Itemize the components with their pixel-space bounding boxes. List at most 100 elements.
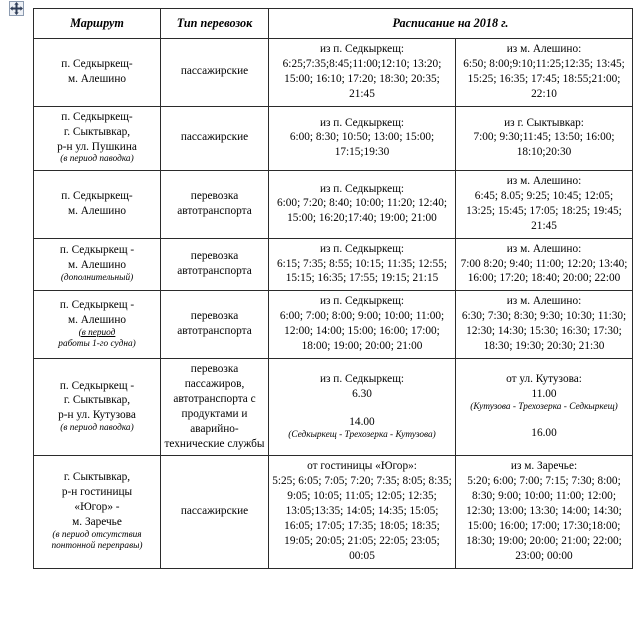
route-line: п. Седкыркещ- xyxy=(61,58,133,70)
direction-title: из п. Седкыркещ: xyxy=(319,116,405,129)
route-line: п. Седкыркещ- xyxy=(61,189,133,202)
direction-title: из п. Седкыркещ: xyxy=(319,182,405,195)
direction-title: из м. Алешино: xyxy=(506,43,582,56)
ferry-schedule-table: Маршрут Тип перевозок Расписание на 2018… xyxy=(33,7,634,569)
column-header-schedule: Расписание на 2018 г. xyxy=(267,7,634,40)
departure-time: 16.00 xyxy=(531,427,557,440)
table-row: п. Седкыркещ- м. Алешино пассажирские из… xyxy=(33,38,634,107)
route-line: м. Алешино xyxy=(67,259,127,272)
route-line: п. Седкыркещ- xyxy=(61,110,133,123)
departure-time: 11.00 xyxy=(531,387,557,400)
outbound-times-cell: из п. Седкыркещ: 6:00; 8:30; 10:50; 13:0… xyxy=(268,105,456,172)
times-list: 6:50; 8:00;9:10;11:25;12:35; 13:45; 15:2… xyxy=(463,58,625,100)
column-header-route: Маршрут xyxy=(33,7,161,40)
route-cell: п. Седкыркещ - м. Алешино (в период рабо… xyxy=(33,290,161,360)
route-line: м. Заречье xyxy=(72,515,122,528)
departure-time: 6.30 xyxy=(352,387,372,400)
route-cell: п. Седкыркещ- г. Сыктывкар, р-н ул. Пушк… xyxy=(33,105,161,172)
transport-type-cell: пассажирские xyxy=(160,105,269,172)
return-times-cell: из м. Алешино: 7:00 8:20; 9:40; 11:00; 1… xyxy=(454,237,634,292)
outbound-times-cell: из п. Седкыркещ: 6:15; 7:35; 8:55; 10:15… xyxy=(268,237,456,292)
direction-title: из м. Алешино: xyxy=(506,242,582,255)
outbound-times-cell: из п. Седкыркещ: 6:00; 7:00; 8:00; 9:00;… xyxy=(268,290,456,360)
return-times-cell: из м. Алешино: 6:45; 8.05; 9:25; 10:45; … xyxy=(454,170,634,239)
route-line: р-н ул. Кутузова xyxy=(58,409,136,422)
route-line: г. Сыктывкар, xyxy=(63,394,131,407)
times-list: 7:00; 9:30;11:45; 13:50; 16:00; 18:10;20… xyxy=(473,131,615,159)
times-list: 6:00; 7:20; 8:40; 10:00; 11:20; 12:40; 1… xyxy=(277,197,447,225)
table-row: п. Седкыркещ- м. Алешино перевозка автот… xyxy=(33,170,634,239)
route-cell: п. Седкыркещ- м. Алешино xyxy=(33,170,161,239)
spacer xyxy=(272,402,452,415)
times-list: 7:00 8:20; 9:40; 11:00; 12:20; 13:40; 16… xyxy=(460,257,628,285)
return-times-cell: из м. Алешино: 6:30; 7:30; 8:30; 9:30; 1… xyxy=(454,290,634,360)
route-line: г. Сыктывкар, xyxy=(63,471,131,484)
departure-route-note: (Седкыркещ - Трехозерка - Кутузова) xyxy=(288,429,436,440)
route-line: п. Седкыркещ - xyxy=(59,244,135,257)
route-note: (дополнительный) xyxy=(60,273,134,284)
outbound-times-cell: из п. Седкыркещ: 6.30 14.00 (Седкыркещ -… xyxy=(268,358,456,457)
direction-title: из п. Седкыркещ: xyxy=(319,373,405,386)
route-note: работы 1-го судна) xyxy=(58,339,136,350)
route-line: п. Седкыркещ - xyxy=(59,379,135,392)
departure-time: 14.00 xyxy=(349,415,375,428)
column-header-transport-type: Тип перевозок xyxy=(160,7,269,40)
route-line: м. Алешино xyxy=(67,72,127,85)
route-note: (в период паводка) xyxy=(60,423,134,434)
transport-type-cell: перевозка автотранспорта xyxy=(160,170,269,239)
return-times-cell: из г. Сыктывкар: 7:00; 9:30;11:45; 13:50… xyxy=(454,105,634,172)
departure-route-note: (Кутузова - Трехозерка - Седкыркещ) xyxy=(470,401,618,412)
direction-title: из м. Заречье: xyxy=(510,460,578,473)
table-row: п. Седкыркещ- г. Сыктывкар, р-н ул. Пушк… xyxy=(33,105,634,172)
times-list: 6:15; 7:35; 8:55; 10:15; 11:35; 12:55; 1… xyxy=(277,257,447,285)
times-list: 6:00; 7:00; 8:00; 9:00; 10:00; 11:00; 12… xyxy=(279,310,445,353)
route-cell: п. Седкыркещ - г. Сыктывкар, р-н ул. Кут… xyxy=(33,358,161,457)
outbound-times-cell: от гостиницы «Югор»: 5:25; 6:05; 7:05; 7… xyxy=(268,455,456,569)
direction-title: из г. Сыктывкар: xyxy=(504,116,584,129)
table-row: п. Седкыркещ - г. Сыктывкар, р-н ул. Кут… xyxy=(33,358,634,457)
times-list: 5:20; 6:00; 7:00; 7:15; 7:30; 8:00; 8:30… xyxy=(466,475,622,562)
direction-title: из м. Алешино: xyxy=(506,175,582,188)
route-line: м. Алешино xyxy=(67,313,127,326)
return-times-cell: из м. Заречье: 5:20; 6:00; 7:00; 7:15; 7… xyxy=(454,455,634,569)
table-row: п. Седкыркещ - м. Алешино (в период рабо… xyxy=(33,290,634,360)
route-line: р-н гостиницы xyxy=(61,486,133,499)
times-list: 6:30; 7:30; 8:30; 9:30; 10:30; 11:30; 12… xyxy=(461,310,627,353)
direction-title: от гостиницы «Югор»: xyxy=(307,460,417,473)
return-times-cell: от ул. Кутузова: 11.00 (Кутузова - Трехо… xyxy=(454,358,634,457)
route-line: г. Сыктывкар, xyxy=(63,125,131,138)
transport-type-cell: пассажирские xyxy=(160,455,269,569)
route-line: «Югор» - xyxy=(74,501,120,514)
route-cell: п. Седкыркещ - м. Алешино (дополнительны… xyxy=(33,237,161,292)
route-cell: г. Сыктывкар, р-н гостиницы «Югор» - м. … xyxy=(33,455,161,569)
route-line: п. Седкыркещ - xyxy=(59,298,135,311)
table-header-row: Маршрут Тип перевозок Расписание на 2018… xyxy=(33,7,634,40)
direction-title: из п. Седкыркещ: xyxy=(319,242,405,255)
times-list: 6:00; 8:30; 10:50; 13:00; 15:00; 17:15;1… xyxy=(289,131,435,159)
route-line: р-н ул. Пушкина xyxy=(57,140,137,153)
direction-title: из м. Алешино: xyxy=(506,295,582,308)
transport-type-cell: перевозка автотранспорта xyxy=(160,237,269,292)
route-line: м. Алешино xyxy=(67,204,127,217)
times-list: 6:45; 8.05; 9:25; 10:45; 12:05; 13:25; 1… xyxy=(466,189,622,232)
route-note-underlined: (в период xyxy=(78,327,116,338)
schedule-table-container: Маршрут Тип перевозок Расписание на 2018… xyxy=(33,7,634,569)
times-list: 6:25;7:35;8:45;11:00;12:10; 13:20; 15:00… xyxy=(282,58,442,100)
table-row: г. Сыктывкар, р-н гостиницы «Югор» - м. … xyxy=(33,455,634,569)
spacer xyxy=(459,414,629,427)
table-move-handle-icon[interactable] xyxy=(9,1,24,16)
route-note: (в период отсутствия понтонной переправы… xyxy=(51,529,143,552)
times-list: 5:25; 6:05; 7:05; 7:20; 7:35; 8:05; 8:35… xyxy=(272,475,452,562)
route-cell: п. Седкыркещ- м. Алешино xyxy=(33,38,161,107)
direction-title: из п. Седкыркещ: xyxy=(319,43,405,56)
route-note: (в период паводка) xyxy=(60,154,134,165)
direction-title: от ул. Кутузова: xyxy=(506,373,582,386)
table-row: п. Седкыркещ - м. Алешино (дополнительны… xyxy=(33,237,634,292)
return-times-cell: из м. Алешино: 6:50; 8:00;9:10;11:25;12:… xyxy=(454,38,634,107)
outbound-times-cell: из п. Седкыркещ: 6:25;7:35;8:45;11:00;12… xyxy=(268,38,456,107)
direction-title: из п. Седкыркещ: xyxy=(319,295,405,308)
transport-type-cell: перевозка пассажиров, автотранспорта с п… xyxy=(160,358,269,457)
transport-type-cell: перевозка автотранспорта xyxy=(160,290,269,360)
transport-type-cell: пассажирские xyxy=(160,38,269,107)
outbound-times-cell: из п. Седкыркещ: 6:00; 7:20; 8:40; 10:00… xyxy=(268,170,456,239)
